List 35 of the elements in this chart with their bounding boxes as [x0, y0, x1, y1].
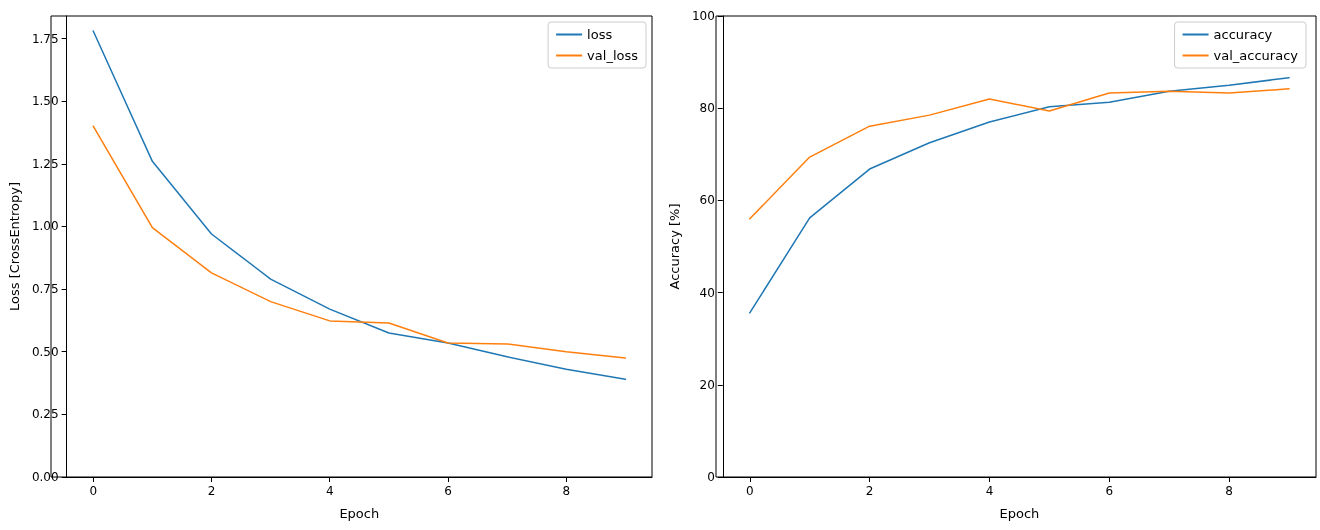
legend-label: accuracy: [1213, 27, 1273, 42]
y-tick-label: 0.50: [31, 344, 59, 359]
y-tick-label: 100: [691, 9, 715, 23]
y-tick-label: 0.75: [31, 282, 59, 297]
y-tick-label: 20: [699, 377, 715, 392]
y-tick-label: 1.00: [31, 219, 59, 234]
x-tick-label: 8: [562, 484, 571, 498]
y-tick-label: 60: [699, 193, 715, 208]
x-tick-label: 0: [745, 484, 754, 498]
x-axis-title: Epoch: [999, 506, 1040, 521]
y-tick-label: 40: [699, 285, 715, 300]
x-tick-label: 4: [985, 484, 994, 498]
legend-label: loss: [587, 27, 613, 42]
y-tick-label: 1.75: [31, 31, 59, 46]
x-axis-title: Epoch: [339, 506, 380, 521]
x-tick-label: 0: [89, 484, 98, 498]
y-tick-label: 1.50: [31, 94, 59, 109]
y-axis-title: Loss [CrossEntropy]: [7, 182, 22, 311]
legend-label: val_accuracy: [1213, 48, 1299, 63]
line-series: [92, 125, 627, 359]
y-tick-label: 0.00: [31, 470, 59, 484]
line-series: [749, 77, 1290, 314]
y-tick-label: 0.25: [31, 407, 59, 422]
x-tick-label: 8: [1225, 484, 1233, 498]
y-axis-title: Accuracy [%]: [667, 203, 682, 290]
x-tick-label: 4: [325, 484, 334, 498]
line-series: [749, 88, 1290, 220]
y-tick-label: 80: [699, 101, 715, 116]
y-tick-label: 1.25: [31, 156, 59, 171]
x-tick-label: 2: [207, 484, 216, 498]
x-tick-label: 2: [865, 484, 874, 498]
x-tick-label: 6: [444, 484, 452, 498]
y-tick-label: 0: [707, 470, 715, 484]
legend-label: val_loss: [587, 48, 639, 63]
x-tick-label: 6: [1105, 484, 1114, 498]
